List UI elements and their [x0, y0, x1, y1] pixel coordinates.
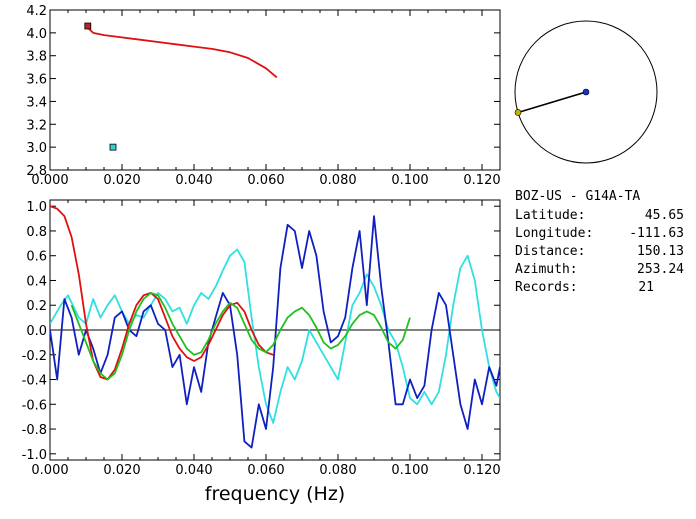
bottom-plot-series-2-line: [50, 205, 274, 381]
bottom-plot-y-tick-label: 0.6: [26, 250, 47, 265]
top-plot-x-tick-label: 0.020: [103, 173, 140, 188]
station-title: BOZ-US - G14A-TA: [515, 189, 640, 204]
top-plot-y-tick-label: 3.0: [26, 141, 47, 156]
azimuth-label: Azimuth:: [515, 262, 578, 277]
bottom-plot-x-tick-label: 0.060: [247, 463, 284, 478]
station-info: BOZ-US - G14A-TA Latitude: 45.65 Longitu…: [515, 189, 684, 295]
bottom-plot-y-tick-label: -0.2: [22, 349, 47, 364]
bottom-plot-series-3-line: [70, 291, 411, 381]
top-plot-x-tick-label: 0.000: [31, 173, 68, 188]
top-plot-y-tick-label: 4.2: [26, 4, 47, 19]
top-plot-y-tick-label: 3.6: [26, 73, 47, 88]
bottom-plot-y-tick-label: -1.0: [22, 448, 47, 463]
bottom-plot-x-tick-label: 0.120: [463, 463, 500, 478]
top-plot-x-tick-label: 0.060: [247, 173, 284, 188]
bottom-plot: 0.000 0.020 0.040 0.060 0.080 0.100 0.120 -1.0 -…: [22, 199, 501, 505]
records-value: 21: [638, 280, 654, 295]
bottom-plot-y-tick-label: 1.0: [26, 200, 47, 215]
longitude-value: -111.63: [629, 226, 684, 241]
compass-circle: [514, 20, 658, 164]
bottom-plot-y-tick-label: -0.8: [22, 423, 47, 438]
top-plot-y-tick-label: 3.4: [26, 95, 47, 110]
bottom-plot-x-tick-label: 0.020: [103, 463, 140, 478]
bottom-plot-x-axis-label: frequency (Hz): [205, 483, 345, 505]
azimuth-line: [517, 91, 587, 114]
bottom-plot-y-tick-label: -0.6: [22, 398, 47, 413]
bottom-plot-series-1-line: [50, 215, 500, 449]
bottom-plot-x-tick-label: 0.000: [31, 463, 68, 478]
top-plot-y-tick-label: 2.8: [26, 164, 47, 179]
top-plot-x-tick-label: 0.100: [391, 173, 428, 188]
top-plot-marker: [84, 22, 92, 30]
event-dot: [514, 109, 522, 116]
bottom-plot-series-0-line: [50, 248, 500, 424]
distance-value: 150.13: [637, 244, 684, 259]
bottom-plot-x-tick-label: 0.100: [391, 463, 428, 478]
top-plot-y-tick-label: 3.8: [26, 50, 47, 65]
bottom-plot-x-tick-label: 0.040: [175, 463, 212, 478]
top-plot-x-tick-label: 0.080: [319, 173, 356, 188]
azimuth-value: 253.24: [637, 262, 684, 277]
latitude-label: Latitude:: [515, 208, 585, 223]
bottom-plot-y-tick-label: 0.0: [26, 324, 47, 339]
bottom-plot-x-tick-label: 0.080: [319, 463, 356, 478]
bottom-plot-y-tick-label: -0.4: [22, 374, 47, 389]
distance-label: Distance:: [515, 244, 585, 259]
latitude-value: 45.65: [645, 208, 684, 223]
bottom-plot-y-tick-label: 0.2: [26, 299, 47, 314]
top-plot: 0.000 0.020 0.040 0.060 0.080 0.100 0.120 2.8 3.…: [26, 4, 500, 188]
records-label: Records:: [515, 280, 578, 295]
top-plot-y-tick-label: 4.0: [26, 27, 47, 42]
top-plot-x-tick-label: 0.120: [463, 173, 500, 188]
top-plot-frame: [49, 9, 501, 171]
longitude-label: Longitude:: [515, 226, 593, 241]
top-plot-y-tick-label: 3.2: [26, 118, 47, 133]
station-dot: [582, 88, 590, 96]
bottom-plot-y-tick-label: 0.8: [26, 225, 47, 240]
bottom-plot-y-tick-label: 0.4: [26, 274, 47, 289]
top-plot-series-0-line: [85, 25, 278, 79]
azimuth-compass: [514, 20, 658, 164]
top-plot-marker: [109, 143, 117, 151]
top-plot-x-tick-label: 0.040: [175, 173, 212, 188]
